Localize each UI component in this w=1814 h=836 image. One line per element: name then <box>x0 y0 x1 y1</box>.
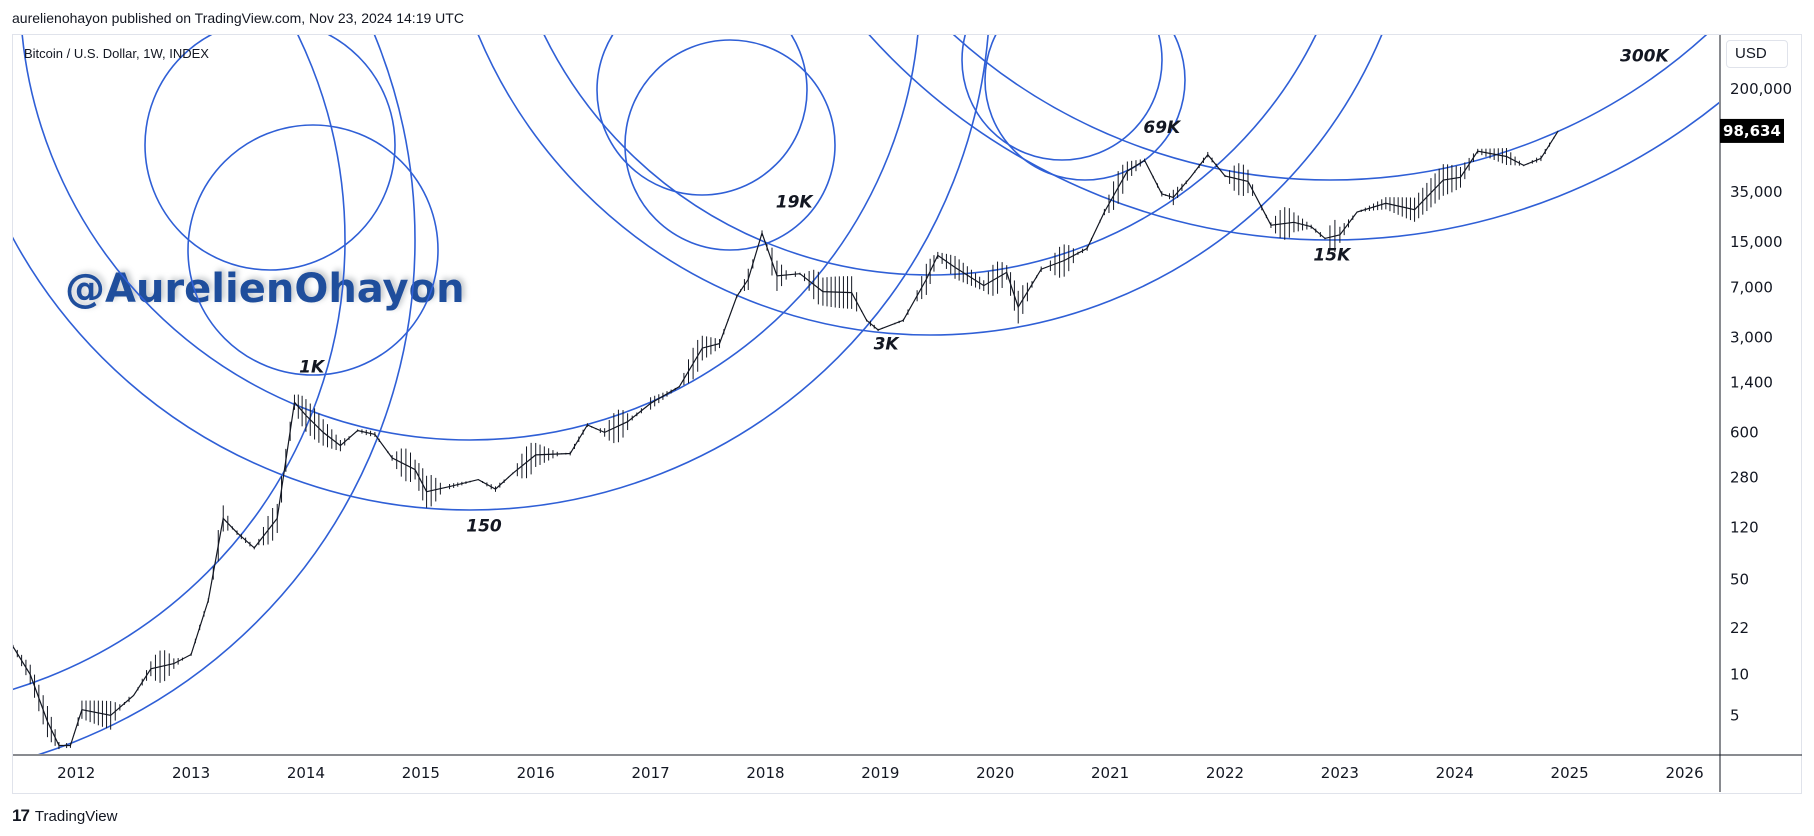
annotation-69k: 69K <box>1143 118 1182 138</box>
arc-cycle-2013-inner <box>21 35 919 441</box>
y-tick-120: 120 <box>1730 519 1759 537</box>
y-tick-22: 22 <box>1730 619 1749 637</box>
arc-right-small-a <box>984 35 1186 181</box>
x-tick-2018: 2018 <box>746 764 784 782</box>
arc-right-small-b <box>961 35 1163 161</box>
annotation-300k: 300K <box>1620 46 1670 66</box>
current-price-tag: 98,634 <box>1720 118 1784 143</box>
x-tick-2012: 2012 <box>57 764 95 782</box>
arc-cycle-2013-outer <box>13 35 989 511</box>
chart-frame <box>12 34 1802 794</box>
x-tick-2022: 2022 <box>1206 764 1244 782</box>
arc-left-small-a <box>144 35 396 271</box>
annotation-150: 150 <box>466 517 502 537</box>
annotation-group: 1K 150 19K 3K 69K 15K 300K <box>299 46 1670 536</box>
watermark-shadow: @AurelienOhayon <box>68 264 468 310</box>
x-tick-2016: 2016 <box>517 764 555 782</box>
symbol-title: Bitcoin / U.S. Dollar, 1W, INDEX <box>24 46 209 61</box>
y-tick-35,000: 35,000 <box>1730 183 1783 201</box>
y-tick-3,000: 3,000 <box>1730 328 1773 346</box>
x-tick-2017: 2017 <box>632 764 670 782</box>
price-series-group <box>13 130 1559 750</box>
arc-left-cycle-inner <box>13 35 346 690</box>
footer: 17 TradingView <box>12 806 117 826</box>
annotation-1k: 1K <box>299 358 326 378</box>
published-info: aurelienohayon published on TradingView.… <box>12 10 464 26</box>
y-tick-15,000: 15,000 <box>1730 233 1783 251</box>
annotation-15k: 15K <box>1313 246 1352 266</box>
arc-mid-small-a <box>596 35 808 196</box>
current-price-badge <box>1720 118 1784 143</box>
currency-button[interactable]: USD <box>1726 40 1788 68</box>
y-tick-10: 10 <box>1730 665 1749 683</box>
current-price-label: 98,634 <box>1723 122 1781 140</box>
arc-cycle-2021-outer <box>868 35 1719 241</box>
x-tick-2023: 2023 <box>1321 764 1359 782</box>
y-tick-50: 50 <box>1730 570 1749 588</box>
y-tick-200,000: 200,000 <box>1730 80 1792 98</box>
y-tick-280: 280 <box>1730 468 1759 486</box>
annotation-19k: 19K <box>776 192 815 212</box>
arc-cycle-2017-outer <box>477 35 1383 336</box>
watermark-text: @AurelienOhayon <box>65 266 465 312</box>
tradingview-logo-icon[interactable]: 17 <box>12 806 30 825</box>
x-tick-2021: 2021 <box>1091 764 1129 782</box>
y-tick-5: 5 <box>1730 706 1740 724</box>
arc-mid-small-b <box>624 39 836 251</box>
y-tick-600: 600 <box>1730 423 1759 441</box>
footer-brand[interactable]: TradingView <box>34 807 118 825</box>
x-tick-2025: 2025 <box>1551 764 1589 782</box>
x-axis-ticks: 2012 2013 2014 2015 2016 2017 2018 2019 2020 2021… <box>57 764 1704 782</box>
watermark: @AurelienOhayon @AurelienOhayon <box>65 264 468 312</box>
arc-cycle-2021-inner <box>953 35 1707 181</box>
annotation-3k: 3K <box>874 334 901 354</box>
x-tick-2015: 2015 <box>402 764 440 782</box>
y-tick-1,400: 1,400 <box>1730 373 1773 391</box>
x-tick-2013: 2013 <box>172 764 210 782</box>
price-line-0 <box>13 130 1559 747</box>
arc-channel-group <box>13 35 1719 754</box>
x-tick-2014: 2014 <box>287 764 325 782</box>
x-tick-2024: 2024 <box>1436 764 1474 782</box>
y-axis-ticks: 200,000 35,000 15,000 7,000 3,000 1,400 600 280… <box>1730 80 1792 724</box>
arc-left-small-b <box>187 124 439 376</box>
y-tick-7,000: 7,000 <box>1730 278 1773 296</box>
x-tick-2026: 2026 <box>1665 764 1703 782</box>
arc-left-cycle-outer <box>37 35 416 754</box>
x-tick-2019: 2019 <box>861 764 899 782</box>
x-tick-2020: 2020 <box>976 764 1014 782</box>
